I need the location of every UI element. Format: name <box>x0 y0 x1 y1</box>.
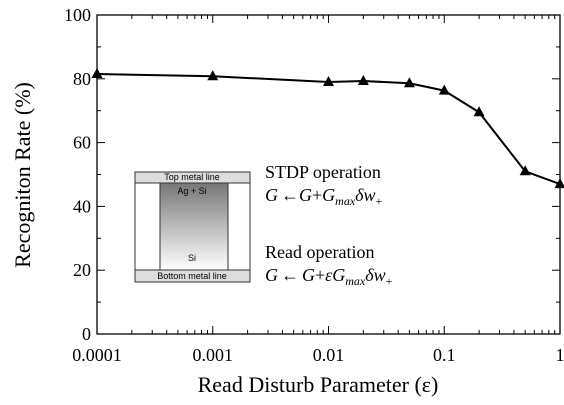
t: δw <box>355 185 375 205</box>
top-electrode <box>134 171 251 184</box>
marker <box>403 77 415 88</box>
label: Ag + Si <box>177 186 206 196</box>
marker <box>473 106 485 117</box>
t: max <box>345 274 366 288</box>
marker <box>554 178 564 189</box>
marker <box>91 68 103 79</box>
marker <box>357 75 369 86</box>
t: εG <box>325 265 345 285</box>
x-tick-label: 1 <box>556 345 564 365</box>
t: + <box>315 265 325 285</box>
t: + <box>376 194 383 208</box>
label: Bottom metal line <box>157 271 227 281</box>
marker <box>438 84 450 95</box>
t: G <box>322 185 335 205</box>
t: + <box>312 185 322 205</box>
formula: G ←G+Gmaxδw+ <box>265 185 383 208</box>
x-tick-label: 0.01 <box>313 345 345 365</box>
marker <box>519 165 531 176</box>
inset-diagram: Top metal line Ag + Si Si Bottom metal l… <box>134 171 251 283</box>
t: ← <box>281 185 299 205</box>
y-tick-label: 100 <box>64 5 91 25</box>
t: G <box>265 265 278 285</box>
y-tick-label: 80 <box>73 69 91 89</box>
t: G <box>302 265 315 285</box>
y-axis-label: Recogniton Rate (%) <box>10 82 35 268</box>
label: Top metal line <box>164 172 220 182</box>
t: + <box>386 274 393 288</box>
annotation: Read operation <box>265 242 374 262</box>
t: G <box>299 185 312 205</box>
y-tick-label: 20 <box>73 260 91 280</box>
marker <box>323 75 334 86</box>
filament <box>160 183 228 270</box>
y-tick-label: 0 <box>82 324 91 344</box>
formula: G ← G+εGmaxδw+ <box>265 265 393 288</box>
marker <box>207 70 219 81</box>
x-tick-label: 0.0001 <box>72 345 122 365</box>
annotation: STDP operation <box>265 162 381 182</box>
x-axis-label: Read Disturb Parameter (ε) <box>198 372 439 397</box>
t: max <box>335 194 356 208</box>
y-tick-label: 60 <box>73 133 91 153</box>
x-tick-label: 0.1 <box>433 345 456 365</box>
t: G <box>265 185 278 205</box>
x-tick-label: 0.001 <box>193 345 234 365</box>
y-tick-label: 40 <box>73 196 91 216</box>
bottom-electrode <box>134 269 251 283</box>
t: ← <box>281 265 299 285</box>
t: δw <box>365 265 385 285</box>
label: Si <box>188 253 196 263</box>
